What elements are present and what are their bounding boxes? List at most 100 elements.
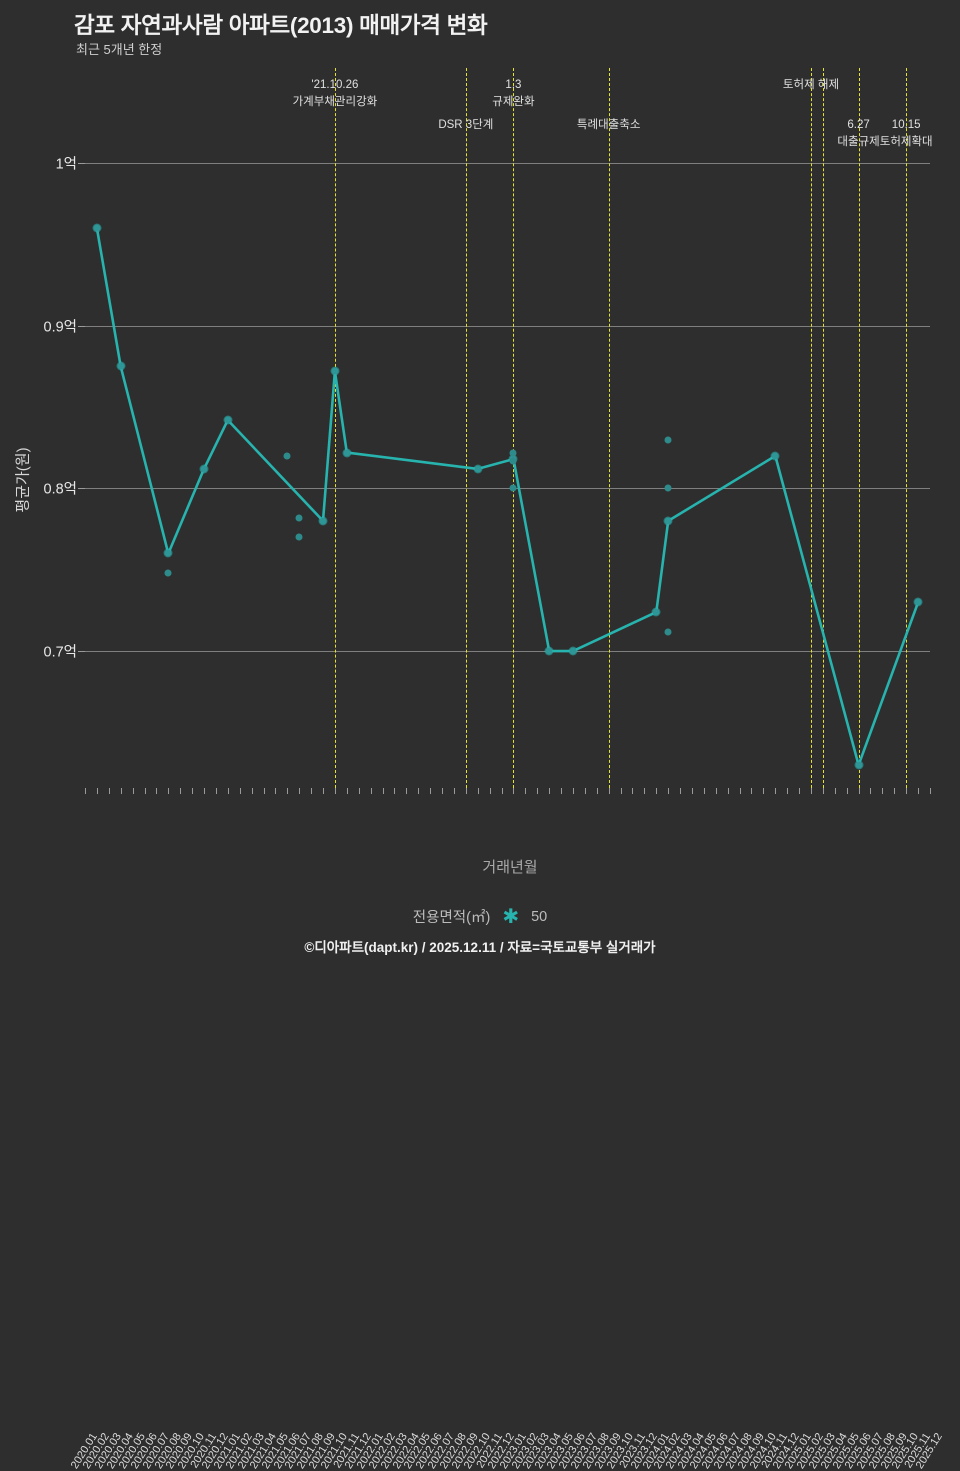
data-point[interactable]	[855, 761, 863, 769]
star-marker-icon: ✱	[502, 905, 520, 928]
grid-line	[85, 325, 930, 327]
x-tick-mark	[168, 788, 170, 794]
data-point[interactable]	[343, 449, 351, 457]
chart-subtitle: 최근 5개년 한정	[76, 42, 163, 57]
data-point[interactable]	[117, 362, 125, 370]
y-tick-mark	[78, 488, 85, 490]
x-tick-mark	[561, 788, 563, 794]
event-label: 토허제확대	[879, 135, 933, 148]
x-tick-mark	[787, 788, 789, 794]
x-tick-mark	[453, 788, 455, 794]
event-date: 10.15	[891, 119, 921, 131]
y-tick-label: 1억	[55, 156, 77, 173]
scatter-point[interactable]	[509, 484, 517, 492]
x-tick-mark	[668, 788, 670, 794]
x-tick-mark	[346, 788, 348, 794]
grid-line	[85, 488, 930, 490]
scatter-point[interactable]	[164, 569, 172, 577]
event-vline	[906, 68, 908, 788]
event-annotation: 특례대출축소	[577, 117, 640, 134]
x-tick-mark	[323, 788, 325, 794]
data-point[interactable]	[319, 517, 327, 525]
scatter-point[interactable]	[664, 628, 672, 636]
x-tick-mark	[834, 788, 836, 794]
scatter-point[interactable]	[283, 452, 291, 460]
x-tick-mark	[608, 788, 610, 794]
x-tick-mark	[239, 788, 241, 794]
x-tick-mark	[120, 788, 122, 794]
x-tick-mark	[227, 788, 229, 794]
data-point[interactable]	[664, 517, 672, 525]
event-vline	[858, 68, 860, 788]
data-point[interactable]	[93, 224, 101, 232]
x-tick-mark	[180, 788, 182, 794]
event-vline	[513, 68, 515, 788]
data-point[interactable]	[474, 465, 482, 473]
x-tick-mark	[489, 788, 491, 794]
event-annotation: 1.3 규제완화	[492, 77, 534, 110]
x-tick-mark	[132, 788, 134, 794]
data-point[interactable]	[164, 549, 172, 557]
legend: 전용면적(㎡) ✱ 50	[413, 906, 547, 927]
x-tick-mark	[299, 788, 301, 794]
x-tick-mark	[691, 788, 693, 794]
x-tick-mark	[537, 788, 539, 794]
scatter-point[interactable]	[295, 514, 303, 522]
x-tick-mark	[215, 788, 217, 794]
event-annotation: 토허제 해제	[783, 77, 839, 94]
x-tick-mark	[85, 788, 86, 794]
data-point[interactable]	[914, 598, 922, 606]
event-vline	[465, 68, 467, 788]
scatter-point[interactable]	[295, 533, 303, 541]
y-tick-mark	[78, 163, 85, 164]
y-tick-mark	[78, 651, 85, 653]
x-tick-mark	[418, 788, 420, 794]
x-tick-mark	[156, 788, 158, 794]
chart-title: 감포 자연과사람 아파트(2013) 매매가격 변화	[74, 13, 488, 38]
x-tick-mark	[572, 788, 574, 794]
x-tick-mark	[894, 788, 896, 794]
x-tick-mark	[620, 788, 622, 794]
legend-value: 50	[531, 908, 548, 925]
x-tick-mark	[703, 788, 705, 794]
scatter-point[interactable]	[664, 436, 672, 444]
data-point[interactable]	[569, 647, 577, 655]
x-tick-mark	[763, 788, 765, 794]
data-point[interactable]	[200, 465, 208, 473]
y-tick-label: 0.9억	[43, 319, 78, 336]
event-vline	[810, 68, 812, 788]
x-tick-mark	[858, 788, 860, 794]
x-tick-mark	[906, 788, 908, 794]
x-tick-mark	[477, 788, 479, 794]
x-tick-mark	[656, 788, 658, 794]
x-tick-mark	[846, 788, 848, 794]
chart-canvas: 감포 자연과사람 아파트(2013) 매매가격 변화 최근 5개년 한정 평균가…	[15, 13, 946, 1471]
scatter-point[interactable]	[509, 457, 517, 465]
plot-area: 1억 0.9억 0.8억 0.7억 2020.01 2020.02 2020.03 2020…	[44, 68, 945, 1471]
data-point[interactable]	[771, 452, 779, 460]
x-tick-mark	[358, 788, 360, 794]
data-point[interactable]	[331, 367, 339, 375]
data-point[interactable]	[652, 608, 660, 616]
x-axis-title: 거래년월	[482, 859, 538, 876]
x-tick-mark	[108, 788, 110, 794]
x-tick-mark	[370, 788, 372, 794]
x-tick-mark	[870, 788, 872, 794]
event-annotation: 6.27 대출규제	[837, 117, 879, 150]
event-label: 가계부채관리강화	[292, 95, 378, 108]
event-label: DSR 3단계	[438, 119, 494, 131]
x-tick-mark	[596, 788, 598, 794]
x-tick-mark	[442, 788, 444, 794]
scatter-point[interactable]	[664, 484, 672, 492]
data-point[interactable]	[545, 647, 553, 655]
event-label: 토허제 해제	[782, 79, 840, 91]
x-tick-mark	[525, 788, 527, 794]
x-tick-mark	[751, 788, 753, 794]
event-annotation: 10.15 토허제확대	[880, 117, 933, 150]
x-tick-mark	[96, 788, 98, 794]
event-annotation: '21.10.26 가계부채관리강화	[293, 77, 378, 110]
x-tick-mark	[204, 788, 205, 794]
data-point[interactable]	[224, 416, 232, 424]
x-tick-mark	[263, 788, 265, 794]
scatter-point[interactable]	[509, 449, 517, 457]
